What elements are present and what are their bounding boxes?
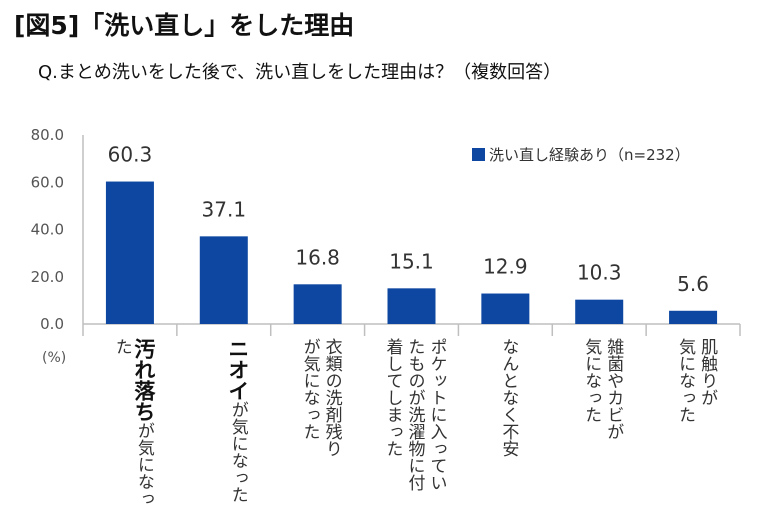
- y-tick-label: 60.0: [31, 173, 64, 191]
- legend-label: 洗い直し経験あり（n=232）: [489, 146, 690, 164]
- category-label: 汚れ落ちが気になった: [105, 338, 156, 519]
- category-label-line: 肌触りが: [697, 338, 718, 406]
- category-label-rest: が気になった: [111, 338, 154, 507]
- category-label-line: たものが洗濯物に付: [404, 338, 425, 491]
- bar: [481, 293, 530, 324]
- legend-swatch: [472, 148, 485, 161]
- y-tick-label: 0.0: [40, 315, 64, 333]
- bar: [293, 284, 342, 324]
- category-label: ポケットに入ってい たものが洗濯物に付 着してしまった: [376, 338, 448, 491]
- category-label-line: 衣類の洗剤残り: [321, 338, 342, 457]
- bar: [387, 288, 436, 324]
- category-label-rest: が気になった: [227, 401, 248, 503]
- category-label-line: 気になった: [675, 338, 696, 423]
- bar: [199, 236, 248, 324]
- unit-label: (%): [42, 350, 66, 366]
- value-label: 15.1: [389, 249, 434, 273]
- bar: [575, 299, 624, 324]
- value-label: 5.6: [677, 272, 709, 296]
- y-tick-label: 20.0: [31, 268, 64, 286]
- chart-subtitle: Q.まとめ洗いをした後で、洗い直しをした理由は？（複数回答）: [38, 62, 562, 83]
- value-label: 12.9: [483, 255, 528, 279]
- category-label-line: が気になった: [299, 338, 320, 440]
- value-label: 16.8: [295, 245, 340, 269]
- category-label-line: ポケットに入ってい: [426, 338, 447, 491]
- value-label: 10.3: [577, 261, 622, 285]
- category-label-emphasis: ニオイ: [225, 338, 250, 401]
- value-label: 60.3: [108, 143, 153, 167]
- chart-title: [図5]「洗い直し」をした理由: [14, 11, 355, 40]
- bar: [105, 181, 154, 324]
- y-tick-label: 80.0: [31, 126, 64, 144]
- value-label: 37.1: [202, 197, 247, 221]
- category-label: 衣類の洗剤残り が気になった: [293, 338, 343, 457]
- y-tick-label: 40.0: [31, 221, 64, 239]
- category-label-emphasis: 汚れ落ち: [131, 338, 156, 422]
- category-label-line: なんとなく不安: [498, 338, 519, 457]
- category-label: なんとなく不安: [491, 338, 519, 457]
- category-label: ニオイが気になった: [199, 338, 250, 503]
- category-label-line: 雑菌やカビが: [603, 338, 624, 440]
- category-label: 肌触りが 気になった: [668, 338, 718, 423]
- category-label: 雑菌やカビが 気になった: [574, 338, 624, 440]
- category-label-line: 着してしまった: [382, 338, 403, 457]
- category-label-line: 気になった: [581, 338, 602, 423]
- bar: [669, 310, 718, 324]
